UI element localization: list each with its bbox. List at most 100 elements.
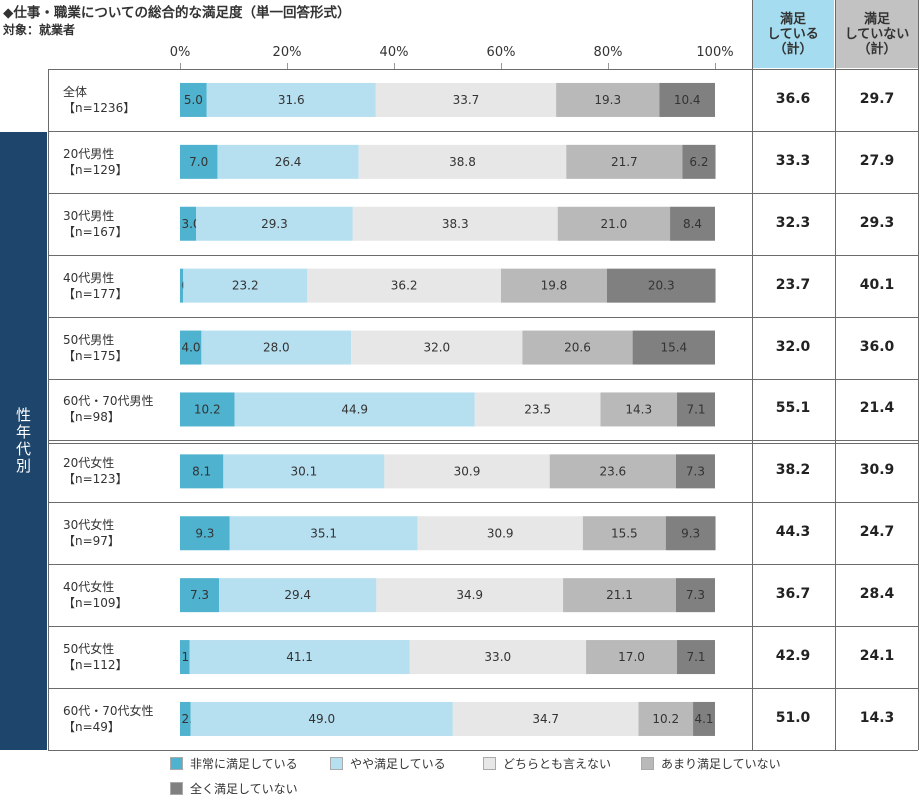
row-divider — [48, 69, 918, 70]
row-label: 20代女性 【n=123】 — [63, 455, 128, 487]
row-label: 20代男性 【n=129】 — [63, 146, 128, 178]
bar-segment — [566, 144, 683, 179]
sample-size-label: 【n=112】 — [63, 658, 128, 673]
unsatisfied-total-value: 27.9 — [859, 152, 895, 169]
unsatisfied-total-value: 29.3 — [859, 214, 895, 231]
satisfied-total-value: 38.2 — [775, 462, 811, 479]
satisfied-total-value: 51.0 — [775, 709, 811, 726]
x-tick-mark — [715, 63, 716, 69]
bar-value-label: 15.4 — [660, 341, 687, 355]
x-tick-mark — [501, 63, 502, 69]
bar-value-label: 9.3 — [681, 526, 700, 540]
bar-value-label: 2.0 — [181, 712, 200, 726]
category-label: 30代女性 — [63, 518, 115, 533]
bar-segment — [180, 268, 184, 303]
unsatisfied-total-value: 30.9 — [859, 462, 895, 479]
legend-swatch — [330, 757, 343, 770]
bar-value-label: 6.2 — [689, 155, 708, 169]
bar-segment — [358, 144, 567, 179]
legend-item: 全く満足していない — [170, 780, 298, 797]
legend-label: どちらとも言えない — [503, 757, 612, 771]
row-divider — [48, 749, 918, 751]
bar-segment — [665, 516, 716, 551]
bar-segment — [180, 206, 197, 241]
bar-value-label: 0.6 — [181, 279, 200, 293]
bar-value-label: 30.9 — [487, 526, 514, 540]
bar-segment — [307, 268, 501, 303]
category-label: 30代男性 — [63, 208, 115, 223]
bar-value-label: 26.4 — [275, 155, 302, 169]
bar-value-label: 5.0 — [184, 93, 203, 107]
category-label: 60代・70代女性 — [63, 703, 154, 718]
bar-value-label: 8.1 — [192, 464, 211, 478]
x-tick-label: 0% — [169, 45, 191, 60]
bar-segment — [693, 701, 715, 736]
unsatisfied-total-value: 36.0 — [859, 338, 895, 355]
sample-size-label: 【n=109】 — [63, 596, 128, 611]
bar-value-label: 10.4 — [674, 93, 701, 107]
bar-value-label: 19.3 — [594, 93, 621, 107]
chart-subtitle: 対象：就業者 — [3, 23, 76, 37]
category-label: 50代女性 — [63, 642, 115, 657]
legend-label: 非常に満足している — [190, 757, 298, 771]
side-group-label: 性年代別 — [0, 132, 47, 750]
category-label: 50代男性 — [63, 332, 115, 347]
column-divider — [48, 69, 49, 750]
group-divider — [48, 443, 918, 445]
bar-segment — [180, 578, 220, 613]
bar-value-label: 33.7 — [453, 93, 480, 107]
bar-value-label: 7.1 — [686, 650, 705, 664]
row-label: 50代男性 【n=175】 — [63, 332, 128, 364]
legend-item: 非常に満足している — [170, 755, 298, 772]
bar-segment — [234, 392, 475, 427]
bar-value-label: 38.8 — [449, 155, 476, 169]
bar-value-label: 20.3 — [648, 279, 675, 293]
bar-value-label: 49.0 — [308, 712, 335, 726]
bar-segment — [501, 268, 607, 303]
bar-segment — [606, 268, 716, 303]
legend-item: どちらとも言えない — [483, 755, 611, 772]
bar-value-label: 19.8 — [541, 279, 568, 293]
bar-segment — [522, 330, 633, 365]
row-divider — [48, 254, 918, 256]
bar-value-label: 21.7 — [611, 155, 638, 169]
bar-value-label: 4.0 — [181, 341, 200, 355]
bar-segment — [183, 268, 308, 303]
bar-segment — [417, 516, 583, 551]
bar-segment — [557, 206, 671, 241]
legend-label: あまり満足していない — [661, 757, 781, 771]
bar-value-label: 30.9 — [454, 464, 481, 478]
x-tick-mark — [180, 63, 181, 69]
column-divider — [752, 0, 753, 750]
row-divider — [48, 192, 918, 194]
satisfied-total-value: 44.3 — [775, 524, 811, 541]
unsatisfied-total-value: 28.4 — [859, 586, 895, 603]
row-divider — [48, 130, 918, 132]
bar-segment — [375, 82, 557, 117]
legend-swatch — [483, 757, 496, 770]
row-label: 40代女性 【n=109】 — [63, 579, 128, 611]
bar-value-label: 7.0 — [189, 155, 208, 169]
row-label: 30代女性 【n=97】 — [63, 517, 120, 549]
sample-size-label: 【n=98】 — [63, 410, 120, 425]
bar-value-label: 30.1 — [290, 464, 317, 478]
sample-size-label: 【n=129】 — [63, 162, 128, 177]
bar-segment — [180, 516, 230, 551]
sample-size-label: 【n=167】 — [63, 224, 128, 239]
unsatisfied-total-value: 24.1 — [859, 648, 895, 665]
satisfied-total-value: 23.7 — [775, 276, 811, 293]
bar-value-label: 7.3 — [686, 588, 705, 602]
bar-segment — [376, 578, 564, 613]
bar-segment — [352, 206, 558, 241]
row-label: 40代男性 【n=177】 — [63, 270, 128, 302]
row-divider — [48, 688, 918, 689]
bar-value-label: 28.0 — [263, 341, 290, 355]
bar-value-label: 33.0 — [484, 650, 511, 664]
bar-segment — [180, 454, 224, 489]
row-divider — [48, 316, 918, 318]
sample-size-label: 【n=123】 — [63, 472, 128, 487]
category-label: 全体 — [63, 84, 88, 99]
satisfied-total-value: 36.6 — [775, 90, 811, 107]
bar-segment — [682, 144, 716, 179]
bar-value-label: 34.7 — [532, 712, 559, 726]
